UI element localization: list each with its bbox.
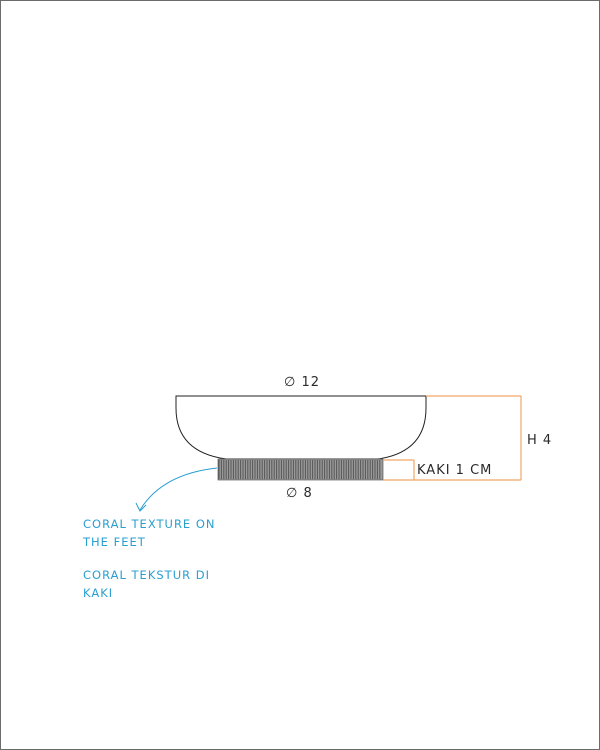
diameter-top-label: ∅ 12 bbox=[284, 375, 320, 390]
height-dimension-bracket bbox=[383, 395, 522, 481]
coral-texture-foot bbox=[217, 458, 384, 481]
diameter-bottom-label: ∅ 8 bbox=[286, 486, 313, 501]
bowl-outline bbox=[175, 395, 427, 460]
annotation-arrow bbox=[135, 467, 218, 512]
height-label: H 4 bbox=[527, 433, 552, 448]
texture-note-indonesian: CORAL TEKSTUR DI KAKI bbox=[83, 568, 211, 600]
feet-dimension-bracket bbox=[383, 459, 415, 480]
texture-note-english: CORAL TEXTURE ON THE FEET bbox=[83, 517, 216, 549]
feet-height-label: KAKI 1 CM bbox=[417, 463, 492, 478]
